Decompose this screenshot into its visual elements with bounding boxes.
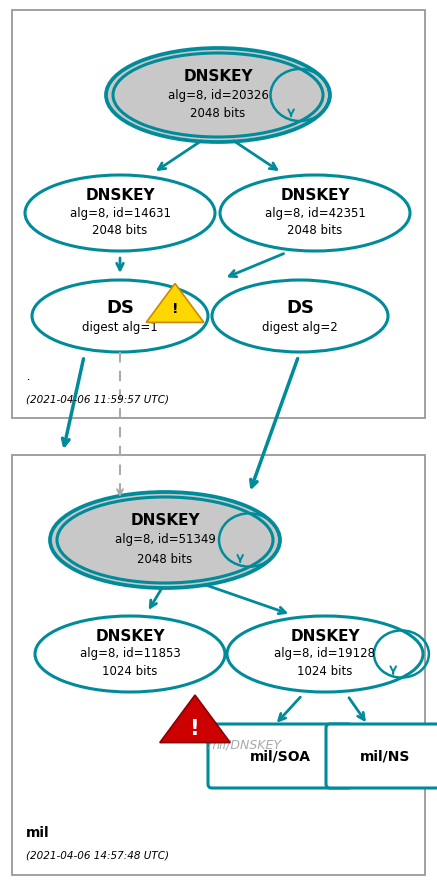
Ellipse shape bbox=[227, 616, 423, 692]
Text: alg=8, id=51349: alg=8, id=51349 bbox=[114, 534, 215, 547]
Text: mil/DNSKEY: mil/DNSKEY bbox=[208, 738, 282, 751]
Text: DNSKEY: DNSKEY bbox=[290, 629, 360, 644]
FancyBboxPatch shape bbox=[326, 724, 437, 788]
Text: 2048 bits: 2048 bits bbox=[137, 553, 193, 566]
FancyBboxPatch shape bbox=[12, 10, 425, 418]
FancyBboxPatch shape bbox=[208, 724, 352, 788]
Text: 2048 bits: 2048 bits bbox=[191, 107, 246, 120]
Ellipse shape bbox=[35, 616, 225, 692]
Ellipse shape bbox=[32, 280, 208, 352]
Text: (2021-04-06 11:59:57 UTC): (2021-04-06 11:59:57 UTC) bbox=[26, 394, 169, 404]
Text: digest alg=2: digest alg=2 bbox=[262, 321, 338, 334]
Text: DS: DS bbox=[106, 299, 134, 317]
Text: .: . bbox=[26, 370, 30, 383]
Text: !: ! bbox=[190, 719, 200, 738]
Ellipse shape bbox=[220, 175, 410, 251]
Text: 1024 bits: 1024 bits bbox=[102, 665, 158, 678]
Text: 1024 bits: 1024 bits bbox=[297, 665, 353, 678]
Text: alg=8, id=11853: alg=8, id=11853 bbox=[80, 648, 180, 660]
Ellipse shape bbox=[106, 48, 330, 142]
Text: alg=8, id=20326: alg=8, id=20326 bbox=[167, 88, 268, 102]
Ellipse shape bbox=[57, 497, 273, 583]
Polygon shape bbox=[146, 283, 204, 322]
Text: mil: mil bbox=[26, 826, 50, 840]
Ellipse shape bbox=[50, 492, 280, 588]
Text: !: ! bbox=[172, 303, 178, 317]
Text: DS: DS bbox=[286, 299, 314, 317]
Ellipse shape bbox=[113, 53, 323, 137]
Text: DNSKEY: DNSKEY bbox=[85, 189, 155, 204]
Text: DNSKEY: DNSKEY bbox=[183, 69, 253, 83]
Text: mil/SOA: mil/SOA bbox=[250, 749, 311, 763]
Text: DNSKEY: DNSKEY bbox=[280, 189, 350, 204]
FancyBboxPatch shape bbox=[12, 455, 425, 875]
Text: DNSKEY: DNSKEY bbox=[130, 513, 200, 528]
Ellipse shape bbox=[212, 280, 388, 352]
Text: DNSKEY: DNSKEY bbox=[95, 629, 165, 644]
Text: 2048 bits: 2048 bits bbox=[92, 224, 148, 236]
Text: digest alg=1: digest alg=1 bbox=[82, 321, 158, 334]
Text: alg=8, id=19128: alg=8, id=19128 bbox=[274, 648, 375, 660]
Polygon shape bbox=[160, 695, 230, 743]
Ellipse shape bbox=[25, 175, 215, 251]
Text: 2048 bits: 2048 bits bbox=[288, 224, 343, 236]
Text: alg=8, id=42351: alg=8, id=42351 bbox=[264, 206, 365, 219]
Text: (2021-04-06 14:57:48 UTC): (2021-04-06 14:57:48 UTC) bbox=[26, 851, 169, 861]
Text: mil/NS: mil/NS bbox=[360, 749, 410, 763]
Text: alg=8, id=14631: alg=8, id=14631 bbox=[69, 206, 170, 219]
